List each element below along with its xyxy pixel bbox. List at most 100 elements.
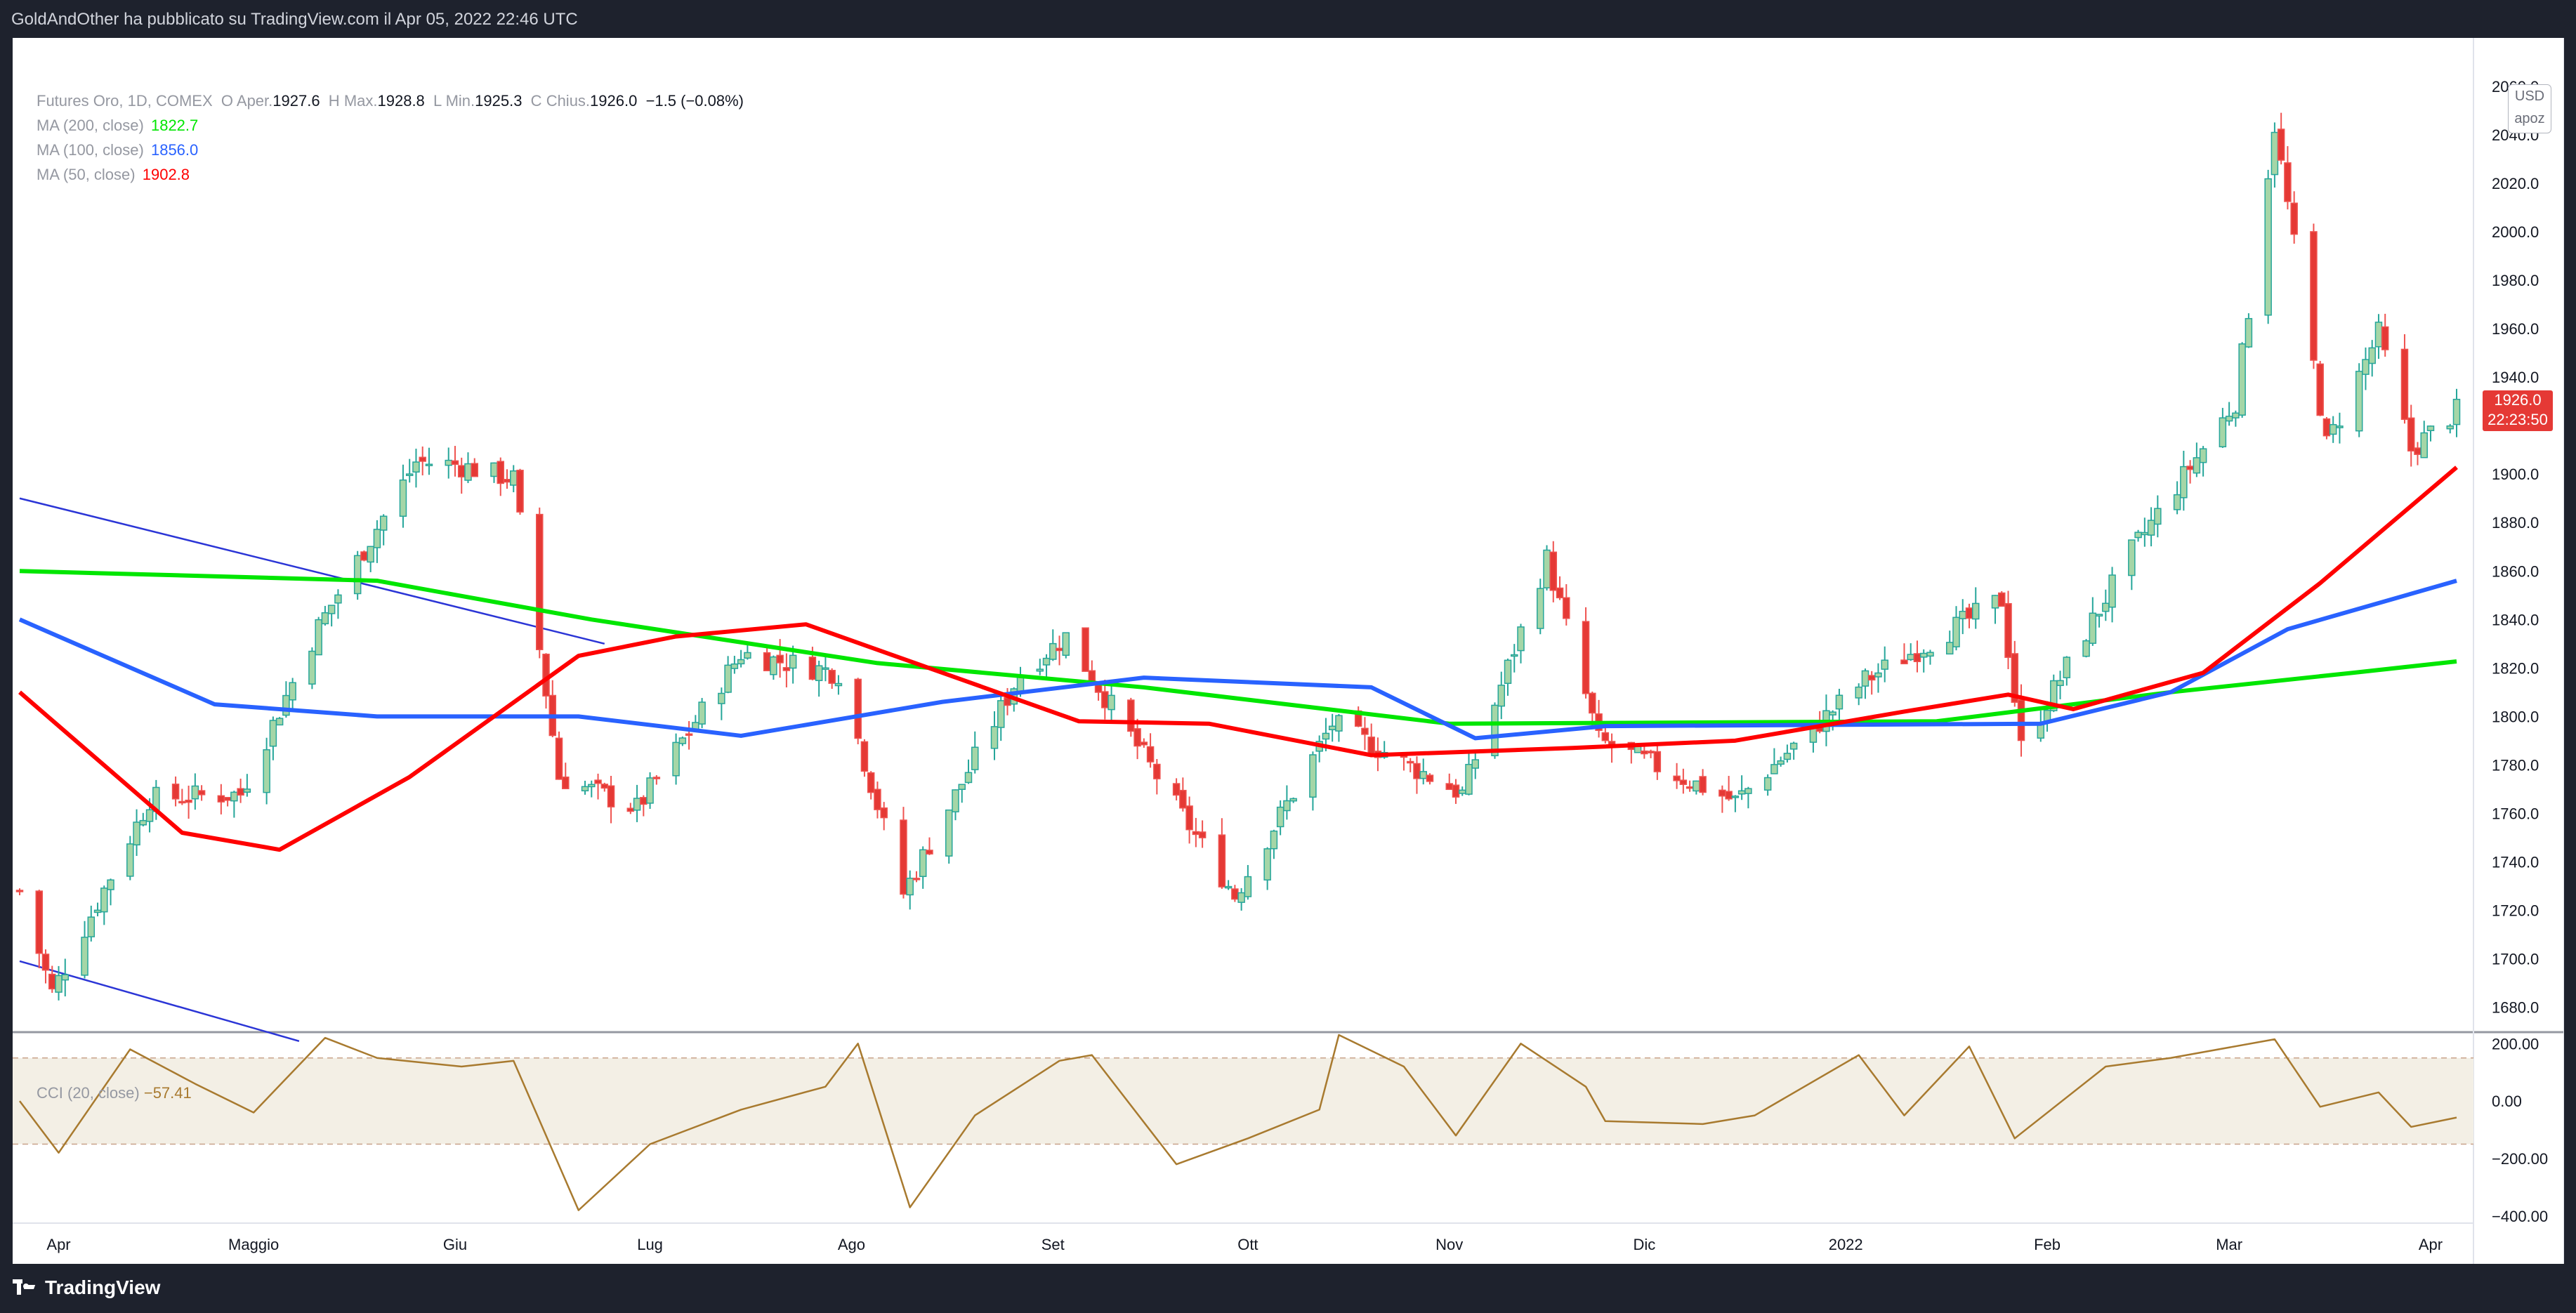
candle-body [2017, 699, 2025, 741]
candle-body [782, 667, 791, 671]
open-label: O [221, 92, 233, 110]
candle-body [1361, 727, 1369, 735]
candle-body [2362, 359, 2370, 375]
candle-body [2232, 412, 2240, 418]
candle-body [1737, 790, 1746, 795]
price-pane[interactable] [13, 38, 2473, 1031]
open-key: Aper. [236, 92, 273, 110]
cci-tick: −400.00 [2492, 1208, 2548, 1225]
candle-body [770, 656, 777, 675]
candle-body [1179, 789, 1187, 809]
time-axis-ticks: Apr Maggio Giu Lug Ago Set Ott Nov Dic 2022 Feb Mar… [46, 1236, 2443, 1253]
cci-tick: 200.00 [2492, 1035, 2539, 1053]
candle-body [880, 807, 888, 819]
candle-body [1511, 654, 1518, 657]
candle-body [1563, 597, 1570, 619]
ma100-line[interactable] [18, 579, 2457, 741]
candle-body [1140, 741, 1148, 746]
cci-line[interactable] [19, 1034, 2457, 1211]
candle-body [490, 462, 498, 477]
candle-body [1926, 652, 1934, 657]
candle-body [1283, 800, 1291, 812]
candle-body [516, 470, 524, 513]
price-scale-ticks: 2060.02040.02020.02000.01980.01960.01940… [2492, 78, 2539, 1016]
candle-body [1198, 831, 1207, 838]
price-tick: 1960.0 [2492, 320, 2539, 338]
trendline-upper[interactable] [19, 497, 605, 645]
candle-body [1231, 888, 1239, 900]
ma200-line[interactable] [19, 569, 2457, 726]
candle-body [379, 515, 388, 531]
candle-body [178, 800, 186, 804]
ma50-legend-value: 1902.8 [142, 166, 190, 183]
candle-body [185, 799, 192, 803]
candle-body [1049, 642, 1057, 660]
candle-body [1685, 786, 1694, 789]
candle-body [1965, 607, 1973, 619]
candle-body [1237, 892, 1245, 903]
candle-body [263, 749, 270, 793]
candle-body [828, 670, 836, 684]
chart-svg[interactable]: 2060.02040.02020.02000.01980.01960.01940… [13, 38, 2563, 1264]
candle-body [1952, 616, 1960, 647]
candle-body [360, 551, 368, 561]
candle-body [191, 785, 199, 800]
candle-body [2050, 680, 2058, 711]
candle-body [334, 594, 342, 604]
candle-body [1276, 806, 1284, 828]
price-tick: 1720.0 [2492, 902, 2539, 919]
ma200-legend[interactable]: MA (200, close) 1822.7 [37, 113, 744, 138]
candle-body [321, 612, 329, 625]
candle-body [2108, 574, 2116, 608]
candle-body [1777, 760, 1785, 765]
ma100-legend[interactable]: MA (100, close) 1856.0 [37, 138, 744, 162]
candle-body [2290, 202, 2298, 235]
candle-body [2264, 178, 2272, 316]
change-value: −1.5 (−0.08%) [645, 92, 744, 110]
candle-body [1945, 642, 1954, 655]
candle-body [367, 546, 374, 563]
candle-body [2011, 653, 2019, 703]
candle-body [327, 605, 336, 614]
price-tick: 1680.0 [2492, 998, 2539, 1016]
price-tick: 1700.0 [2492, 950, 2539, 968]
candle-body [581, 786, 589, 792]
candle-body [1537, 588, 1544, 629]
candle-body [289, 682, 296, 701]
candle-body [1465, 763, 1473, 795]
candle-body [1543, 549, 1551, 588]
candle-body [815, 665, 823, 681]
candle-body [2329, 423, 2337, 435]
candle-body [2225, 416, 2233, 422]
cci-legend[interactable]: CCI (20, close) −57.41 [37, 1084, 192, 1102]
ma50-line[interactable] [18, 466, 2458, 852]
price-tick: 1860.0 [2492, 562, 2539, 580]
tradingview-logo[interactable]: TradingView [13, 1276, 160, 1299]
candle-body [2446, 425, 2454, 430]
price-tick: 2020.0 [2492, 175, 2539, 192]
candle-body [282, 694, 290, 716]
currency-badge[interactable]: USD apoz [2508, 84, 2551, 133]
candle-body [1874, 672, 1882, 678]
candle-body [308, 650, 316, 685]
time-tick: Apr [2419, 1236, 2443, 1253]
candle-body [1056, 647, 1063, 652]
candle-body [503, 479, 511, 483]
candle-body [1919, 652, 1928, 658]
candle-body [860, 741, 869, 772]
ma50-legend[interactable]: MA (50, close) 1902.8 [37, 162, 744, 187]
price-tick: 1800.0 [2492, 708, 2539, 725]
candle-body [1367, 737, 1375, 756]
candle-body [678, 737, 687, 744]
chart-frame[interactable]: 2060.02040.02020.02000.01980.01960.01940… [13, 38, 2564, 1264]
price-tick: 1980.0 [2492, 272, 2539, 289]
candle-body [1991, 595, 1999, 609]
candle-body [724, 664, 732, 693]
price-tick: 1900.0 [2492, 466, 2539, 483]
symbol-title[interactable]: Futures Oro, 1D, COMEX [37, 92, 213, 110]
candle-body [1582, 621, 1590, 694]
candle-body [1913, 653, 1921, 663]
candle-body [2199, 448, 2207, 463]
candle-body [1679, 779, 1688, 785]
candle-body [997, 700, 1005, 728]
